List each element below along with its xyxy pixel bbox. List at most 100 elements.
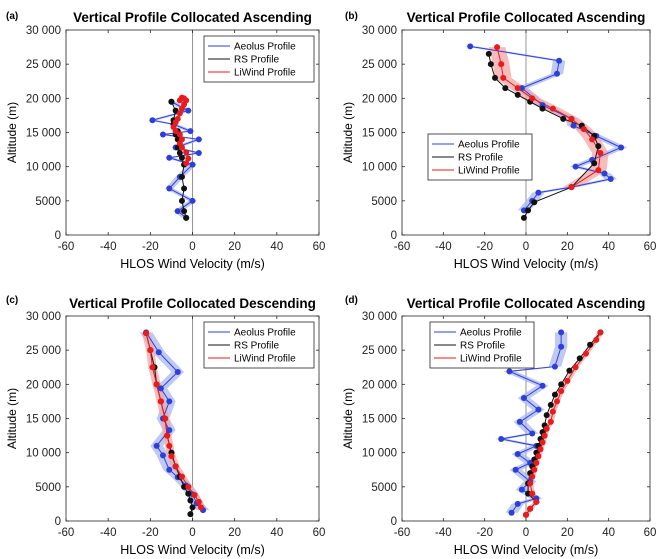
rs-profile-point: [187, 511, 194, 518]
liwind-profile-point: [183, 160, 190, 167]
liwind-profile-point: [558, 388, 565, 395]
liwind-profile-point: [157, 398, 164, 405]
rs-profile-point: [595, 143, 602, 150]
y-tick-label: 5000: [371, 196, 397, 208]
liwind-profile-point: [589, 136, 596, 143]
y-tick-label: 10 000: [362, 448, 397, 460]
legend-entry: RS Profile: [234, 341, 279, 352]
y-tick-label: 10 000: [362, 162, 397, 174]
chart-panel-1: (a) Vertical Profile Collocated Ascending…: [5, 10, 325, 271]
aeolus-profile-point: [195, 136, 202, 143]
aeolus-profile-point: [518, 486, 525, 493]
x-tick-label: 0: [189, 241, 195, 253]
liwind-profile-point: [568, 115, 575, 122]
y-tick-label: 20 000: [26, 93, 61, 105]
rs-profile-point: [525, 490, 532, 497]
liwind-profile-point: [498, 61, 505, 68]
liwind-profile-point: [147, 347, 154, 354]
chart-title: Vertical Profile Collocated Descending: [69, 296, 316, 311]
liwind-profile-point: [564, 377, 571, 384]
rs-profile-point: [168, 98, 175, 105]
panel-label: (d): [345, 295, 358, 306]
x-tick-label: -20: [142, 241, 159, 253]
x-axis-label: HLOS Wind Velocity (m/s): [454, 257, 598, 271]
rs-profile-point: [189, 504, 196, 511]
liwind-profile-point: [178, 473, 185, 480]
y-axis-label: Altitude (m): [5, 388, 19, 449]
aeolus-profile-point: [166, 185, 173, 192]
legend-entry: RS Profile: [458, 153, 503, 164]
aeolus-profile-point: [195, 150, 202, 156]
liwind-profile-point: [170, 124, 177, 131]
aeolus-profile-point: [520, 395, 527, 401]
x-tick-label: 20: [561, 241, 574, 253]
legend-entry: RS Profile: [234, 55, 279, 66]
aeolus-profile-point: [166, 466, 173, 473]
chart-title: Vertical Profile Collocated Ascending: [407, 296, 646, 311]
rs-profile-point: [183, 214, 190, 221]
aeolus-profile-point: [153, 442, 160, 449]
liwind-profile-point: [529, 473, 536, 480]
liwind-profile-point: [174, 115, 181, 122]
liwind-profile-point: [543, 425, 550, 432]
x-axis-label: HLOS Wind Velocity (m/s): [120, 257, 264, 271]
liwind-profile-point: [181, 95, 188, 102]
liwind-profile-point: [554, 398, 560, 405]
x-tick-label: 0: [189, 527, 195, 539]
aeolus-profile-point: [159, 452, 166, 459]
rs-profile-point: [520, 214, 527, 221]
rs-profile-point: [178, 173, 185, 180]
y-tick-label: 25 000: [26, 345, 61, 357]
legend: Aeolus Profile RS Profile LiWind Profile: [203, 321, 315, 369]
x-tick-label: 60: [313, 527, 326, 539]
panel-label: (a): [6, 11, 18, 22]
liwind-profile-point: [185, 155, 192, 162]
liwind-profile-point: [535, 453, 542, 460]
aeolus-profile-point: [185, 107, 192, 114]
aeolus-profile-point: [189, 197, 196, 204]
liwind-profile-point: [593, 336, 600, 343]
y-tick-label: 10 000: [26, 448, 61, 460]
rs-profile-point: [558, 381, 565, 388]
liwind-profile-point: [580, 126, 587, 133]
legend-entry: Aeolus Profile: [458, 140, 520, 151]
x-tick-label: 60: [644, 527, 657, 539]
liwind-profile-point: [597, 150, 604, 156]
aeolus-profile-point: [558, 329, 565, 336]
liwind-profile-point: [533, 459, 540, 466]
aeolus-profile-point: [157, 385, 164, 392]
rs-profile-point: [178, 197, 185, 204]
liwind-profile-point: [531, 466, 538, 473]
panel-label: (b): [345, 11, 358, 22]
x-tick-label: 20: [228, 241, 241, 253]
x-tick-label: -40: [100, 241, 117, 253]
liwind-profile-point: [176, 110, 183, 117]
liwind-profile-point: [172, 463, 179, 470]
x-tick-label: 40: [602, 527, 615, 539]
rs-profile-point: [514, 91, 521, 98]
aeolus-profile-point: [535, 406, 542, 413]
liwind-profile-point: [176, 131, 183, 138]
liwind-profile-point: [527, 480, 534, 487]
aeolus-profile-point: [518, 85, 525, 92]
legend: Aeolus Profile RS Profile LiWind Profile: [427, 133, 533, 181]
aeolus-profile-point: [187, 128, 194, 135]
rs-profile-point: [492, 74, 498, 81]
liwind-profile-point: [162, 415, 169, 422]
y-tick-label: 5000: [35, 482, 61, 494]
liwind-profile-point: [494, 44, 501, 51]
rs-profile-point: [487, 61, 494, 68]
rs-profile-point: [181, 185, 188, 192]
rs-profile-point: [547, 401, 554, 408]
aeolus-profile-point: [174, 208, 181, 215]
aeolus-profile-point: [467, 43, 474, 50]
rs-profile-point: [591, 160, 598, 167]
liwind-profile-point: [185, 483, 192, 490]
rs-profile-point: [485, 50, 492, 57]
y-tick-label: 15 000: [26, 414, 61, 426]
aeolus-profile-point: [601, 170, 608, 177]
aeolus-profile-point: [607, 175, 614, 182]
x-tick-label: -60: [394, 527, 411, 539]
liwind-profile-point: [533, 498, 540, 505]
x-tick-label: 60: [313, 241, 326, 253]
